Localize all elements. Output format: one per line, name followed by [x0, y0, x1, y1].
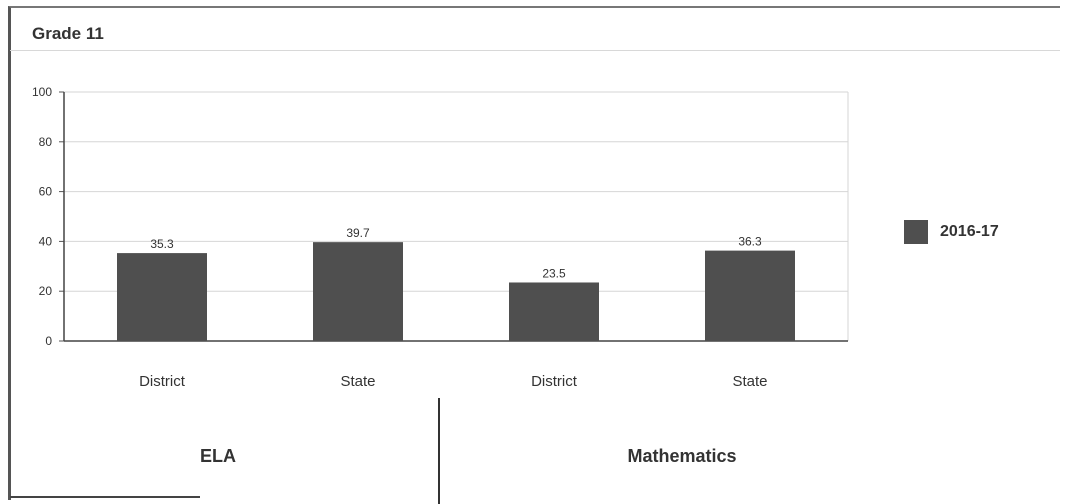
x-category-label: District	[139, 373, 186, 390]
bar	[117, 253, 207, 341]
y-tick-label: 60	[39, 185, 53, 199]
group-divider	[438, 398, 440, 504]
group-label-ela: ELA	[200, 446, 236, 466]
y-tick-label: 0	[45, 334, 52, 348]
y-tick-label: 100	[32, 85, 52, 99]
legend: 2016-17	[904, 220, 999, 244]
chart-frame	[8, 6, 1060, 500]
data-label: 39.7	[346, 226, 370, 240]
x-category-label: State	[732, 373, 767, 390]
group-label-mathematics: Mathematics	[627, 446, 737, 466]
y-tick-label: 80	[39, 135, 53, 149]
legend-label: 2016-17	[940, 223, 999, 240]
data-label: 23.5	[542, 266, 566, 280]
data-label: 35.3	[150, 237, 174, 251]
y-tick-label: 20	[39, 284, 53, 298]
legend-swatch	[904, 220, 928, 244]
bar	[509, 282, 599, 341]
bar	[313, 242, 403, 341]
x-category-label: State	[340, 373, 375, 390]
bottom-rule	[10, 496, 200, 498]
title-divider	[10, 50, 1060, 51]
data-label: 36.3	[738, 235, 762, 249]
bar	[705, 250, 795, 341]
y-tick-label: 40	[39, 234, 53, 248]
x-category-label: District	[531, 373, 578, 390]
chart-title: Grade 11	[32, 24, 104, 43]
